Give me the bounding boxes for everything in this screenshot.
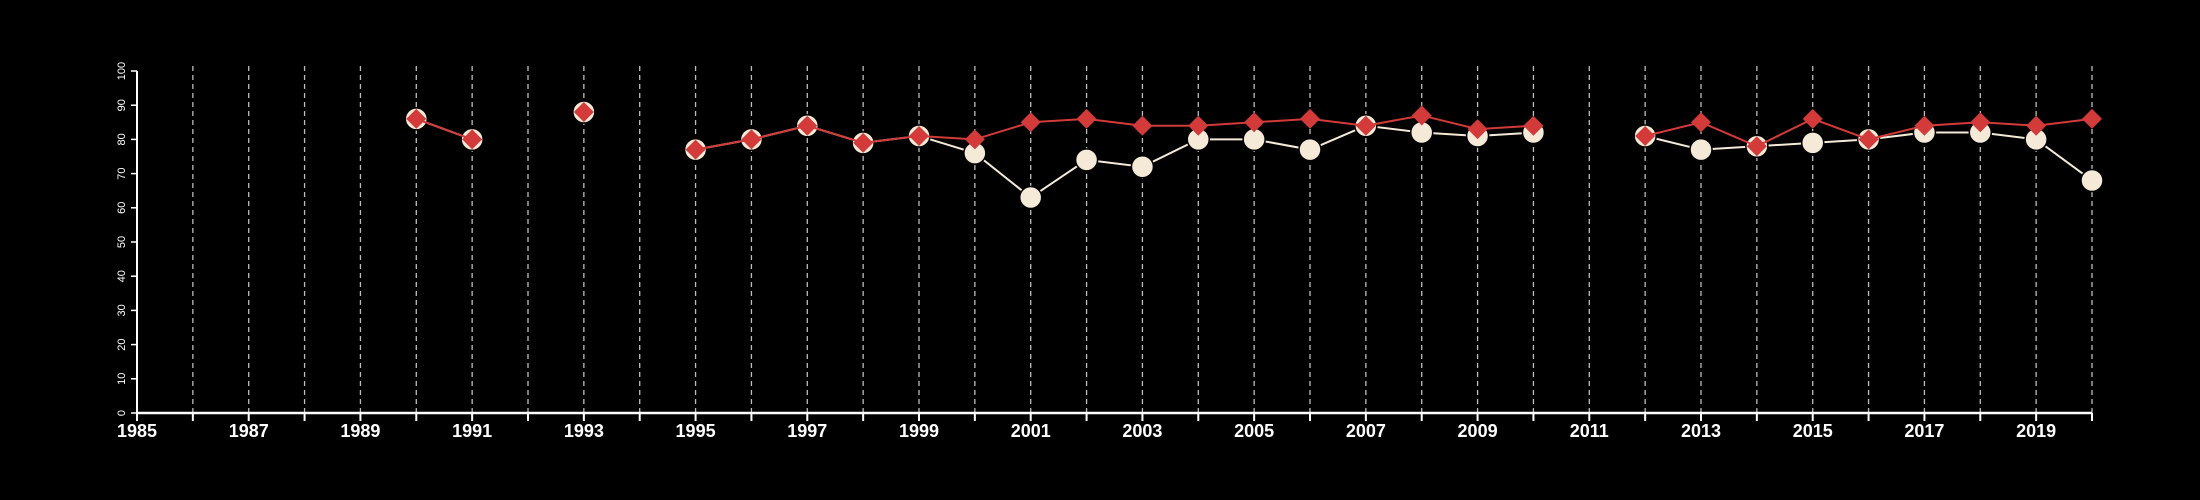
data-point-diamond [1746, 136, 1767, 157]
data-point-diamond [406, 108, 427, 129]
series-lines [404, 100, 2104, 210]
y-tick-label: 90 [116, 99, 128, 111]
y-tick-label: 10 [116, 373, 128, 385]
x-tick-label: 1987 [229, 421, 269, 441]
data-point-diamond [462, 129, 483, 150]
data-point-diamond [2026, 115, 2047, 136]
x-tick-label: 2015 [1793, 421, 1833, 441]
data-point-diamond [2082, 108, 2102, 129]
data-point-diamond [1355, 115, 1376, 136]
x-tick-label: 2017 [1904, 421, 1944, 441]
x-tick-label: 1997 [787, 421, 827, 441]
data-point-diamond [741, 129, 762, 150]
x-tick-label: 1995 [676, 421, 716, 441]
data-point-diamond [1635, 125, 1656, 146]
y-tick-label: 30 [116, 304, 128, 316]
x-tick-label: 1989 [340, 421, 380, 441]
data-point-diamond [797, 115, 818, 136]
data-point-circle [1298, 137, 1322, 162]
data-point-diamond [1300, 108, 1320, 129]
y-tick-label: 20 [116, 338, 128, 350]
data-point-diamond [1467, 119, 1488, 140]
data-point-diamond [853, 132, 874, 153]
data-point-circle [2080, 168, 2104, 193]
x-tick-label: 2009 [1458, 421, 1498, 441]
data-point-diamond [1858, 129, 1879, 150]
x-tick-label: 2019 [2016, 421, 2056, 441]
y-tick-label: 0 [116, 410, 128, 416]
data-point-diamond [1076, 108, 1097, 129]
data-point-circle [1074, 148, 1099, 172]
axes: 1985 1987 1989 1991 1993 1995 1997 1999 2001 2003… [116, 62, 2093, 441]
x-tick-label: 1985 [117, 421, 157, 441]
data-point-circle [1800, 131, 1825, 155]
x-tick-label: 2003 [1122, 421, 1162, 441]
y-tick-label: 50 [116, 236, 128, 248]
series-line [415, 117, 473, 141]
data-point-diamond [1691, 112, 1711, 133]
x-tick-label: 2001 [1011, 421, 1051, 441]
x-tick-label: 1999 [899, 421, 939, 441]
y-tick-label: 80 [116, 133, 128, 145]
data-point-diamond [964, 129, 985, 150]
data-point-diamond [1914, 115, 1935, 136]
data-point-circle [1018, 185, 1043, 210]
data-point-diamond [685, 139, 706, 160]
x-tick-label: 2011 [1570, 421, 1609, 441]
data-point-diamond [1244, 112, 1265, 133]
data-point-diamond [1132, 115, 1153, 136]
data-point-diamond [1802, 108, 1823, 129]
y-tick-label: 40 [116, 270, 128, 282]
x-tick-label: 2013 [1681, 421, 1721, 441]
series-circle [404, 100, 2104, 210]
x-tick-label: 2007 [1346, 421, 1386, 441]
data-point-diamond [1411, 105, 1432, 126]
y-tick-label: 60 [116, 202, 128, 214]
data-point-diamond [909, 125, 929, 146]
x-tick-label: 1991 [452, 421, 492, 441]
data-point-diamond [1970, 112, 1991, 133]
data-point-circle [1689, 137, 1713, 162]
data-point-diamond [573, 102, 594, 123]
series-diamond [406, 102, 2102, 160]
x-tick-label: 1993 [564, 421, 604, 441]
series-line [695, 114, 1534, 151]
y-tick-label: 100 [116, 62, 128, 80]
data-point-diamond [1523, 115, 1544, 136]
data-point-circle [1130, 155, 1155, 179]
x-tick-label: 2005 [1234, 421, 1274, 441]
data-point-diamond [1188, 115, 1209, 136]
y-tick-label: 70 [116, 167, 128, 179]
data-point-diamond [1020, 112, 1041, 133]
